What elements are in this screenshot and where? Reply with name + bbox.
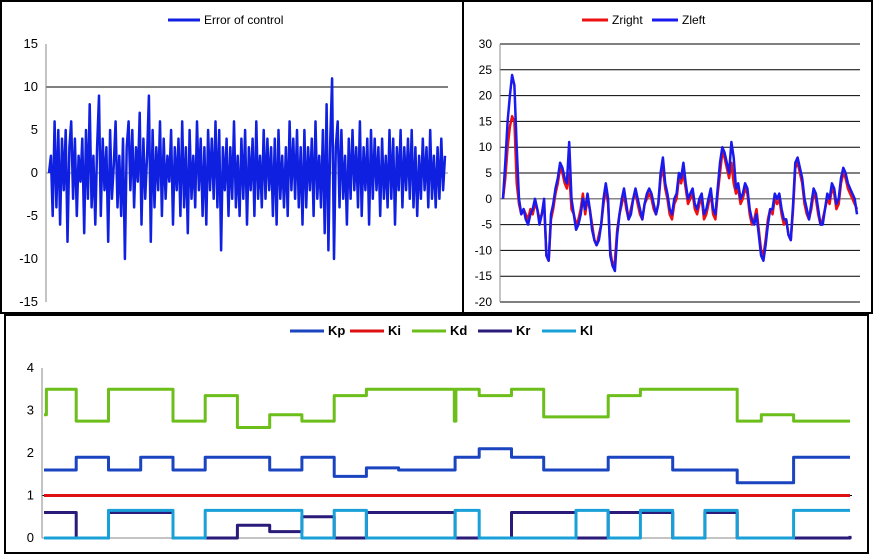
y-tick-label: 30 — [479, 37, 493, 51]
controller-gains-chart: 4 3 2 1 0 Kp Ki Kd Kr Kl — [4, 314, 869, 554]
y-tick-label: 0 — [31, 165, 38, 180]
y-tick-label: 2 — [27, 445, 34, 460]
legend-label: Kd — [450, 323, 467, 338]
series-line-error-of-control — [47, 77, 447, 261]
legend-label: Kp — [328, 323, 345, 338]
y-tick-label: 0 — [485, 192, 492, 206]
y-tick-label: -10 — [475, 243, 493, 257]
y-tick-label: -15 — [475, 269, 493, 283]
legend-label: Kr — [516, 323, 530, 338]
legend-label: Ki — [388, 323, 401, 338]
y-tick-label: 3 — [27, 403, 34, 418]
y-tick-label: 5 — [485, 166, 492, 180]
series-line-zleft — [501, 73, 859, 273]
y-tick-label: 15 — [24, 36, 38, 51]
y-tick-label: 25 — [479, 63, 493, 77]
error-of-control-plot: 15 10 5 0 -5 -10 -15 Error of control — [19, 13, 448, 309]
y-tick-label: 5 — [31, 122, 38, 137]
legend-label: Kl — [580, 323, 593, 338]
series-line-kd — [44, 387, 850, 429]
zright-zleft-chart: 30 25 20 15 10 5 0 -5 -10 -15 -20 Zright Zleft — [462, 0, 873, 314]
y-tick-label: 10 — [479, 140, 493, 154]
series-line-kr — [44, 511, 852, 540]
legend-label: Zright — [612, 13, 643, 27]
y-tick-label: -20 — [475, 295, 493, 309]
y-tick-label: 0 — [27, 530, 34, 545]
y-tick-label: 1 — [27, 488, 34, 503]
y-tick-label: 20 — [479, 89, 493, 103]
y-tick-label: -5 — [26, 208, 38, 223]
y-tick-label: -5 — [481, 218, 492, 232]
y-tick-label: -10 — [19, 251, 38, 266]
y-tick-label: -15 — [19, 294, 38, 309]
y-tick-label: 15 — [479, 114, 493, 128]
controller-gains-plot: 4 3 2 1 0 Kp Ki Kd Kr Kl — [27, 323, 852, 545]
series-line-kp — [44, 447, 850, 485]
series-line-kl — [44, 508, 850, 540]
zright-zleft-plot: 30 25 20 15 10 5 0 -5 -10 -15 -20 Zright Zleft — [475, 13, 860, 309]
legend-label: Zleft — [682, 13, 706, 27]
y-tick-label: 4 — [27, 360, 34, 375]
legend-label: Error of control — [204, 13, 283, 27]
y-tick-label: 10 — [24, 79, 38, 94]
error-of-control-chart: 15 10 5 0 -5 -10 -15 Error of control — [0, 0, 464, 314]
